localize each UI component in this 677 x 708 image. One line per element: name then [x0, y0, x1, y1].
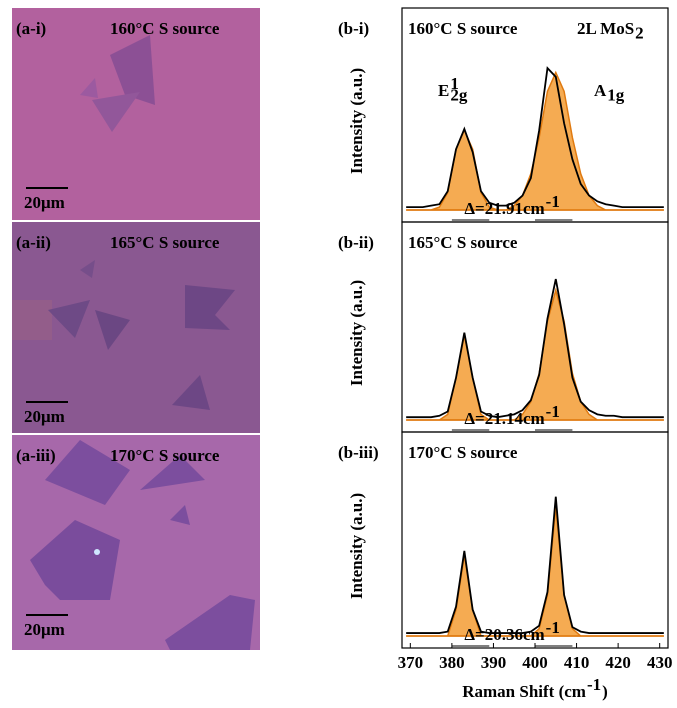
x-axis-label: Raman Shift (cm -1) [462, 675, 608, 701]
image-title: 170°C S source [110, 446, 220, 465]
micrograph-a-i [12, 8, 260, 220]
peak-label-text: E [438, 81, 449, 100]
delta-label-text: Δ=20.36cm [464, 625, 544, 644]
peak-label-text: A [594, 81, 607, 100]
panel-label: (b-i) [338, 19, 369, 38]
peak-label: A 1g [594, 81, 625, 105]
delta-label: Δ=20.36cm -1 [464, 618, 559, 644]
x-tick-label: 370 [398, 653, 424, 672]
x-tick-label: 380 [439, 653, 465, 672]
delta-label-text: Δ=21.91cm [464, 199, 544, 218]
chart-title: 165°C S source [408, 233, 518, 252]
fit-area [406, 70, 664, 211]
x-tick-label: 390 [481, 653, 507, 672]
panel-label: (a-iii) [16, 446, 56, 465]
delta-label-sup: -1 [546, 618, 560, 637]
spectrum-line [406, 66, 664, 209]
y-axis-label: Intensity (a.u.) [347, 280, 366, 386]
spectrum-line [406, 278, 664, 419]
chart-title: 160°C S source [408, 19, 518, 38]
delta-label: Δ=21.14cm -1 [464, 402, 559, 428]
x-tick-label: 400 [522, 653, 548, 672]
spectrum-line [406, 496, 664, 634]
plot-frame [401, 431, 669, 649]
delta-label-sup: -1 [546, 192, 560, 211]
x-tick-label: 420 [605, 653, 631, 672]
micrograph-a-iii [12, 435, 260, 650]
scale-label: 20μm [24, 193, 65, 212]
fit-area [406, 555, 664, 637]
panel-label: (b-ii) [338, 233, 374, 252]
x-axis-label-text: Raman Shift (cm [462, 682, 586, 701]
micrograph-a-ii [12, 222, 260, 433]
y-axis-label: Intensity (a.u.) [347, 68, 366, 174]
delta-label: Δ=21.91cm -1 [464, 192, 559, 218]
x-axis-label-after: ) [602, 682, 608, 701]
sample-label-sub: 2 [635, 24, 644, 43]
scale-label: 20μm [24, 620, 65, 639]
chart-title: 170°C S source [408, 443, 518, 462]
scale-label: 20μm [24, 407, 65, 426]
x-axis-label-sup: -1 [587, 675, 601, 694]
panel-label: (a-ii) [16, 233, 51, 252]
x-tick-label: 430 [647, 653, 673, 672]
delta-label-sup: -1 [546, 402, 560, 421]
peak-label-sup: 1 [450, 74, 459, 93]
sample-label: 2L MoS 2 [577, 19, 644, 43]
peak-label-sub: 1g [607, 86, 625, 105]
peak-label-sub: 2g [450, 86, 468, 105]
image-title: 160°C S source [110, 19, 220, 38]
panel-label: (b-iii) [338, 443, 379, 462]
image-title: 165°C S source [110, 233, 220, 252]
fit-area [406, 287, 664, 421]
panel-label: (a-i) [16, 19, 46, 38]
peak-label: E 12g [438, 74, 468, 105]
delta-label-text: Δ=21.14cm [464, 409, 544, 428]
y-axis-label: Intensity (a.u.) [347, 493, 366, 599]
x-tick-label: 410 [564, 653, 590, 672]
sample-label-text: 2L MoS [577, 19, 634, 38]
fit-area [406, 506, 664, 637]
